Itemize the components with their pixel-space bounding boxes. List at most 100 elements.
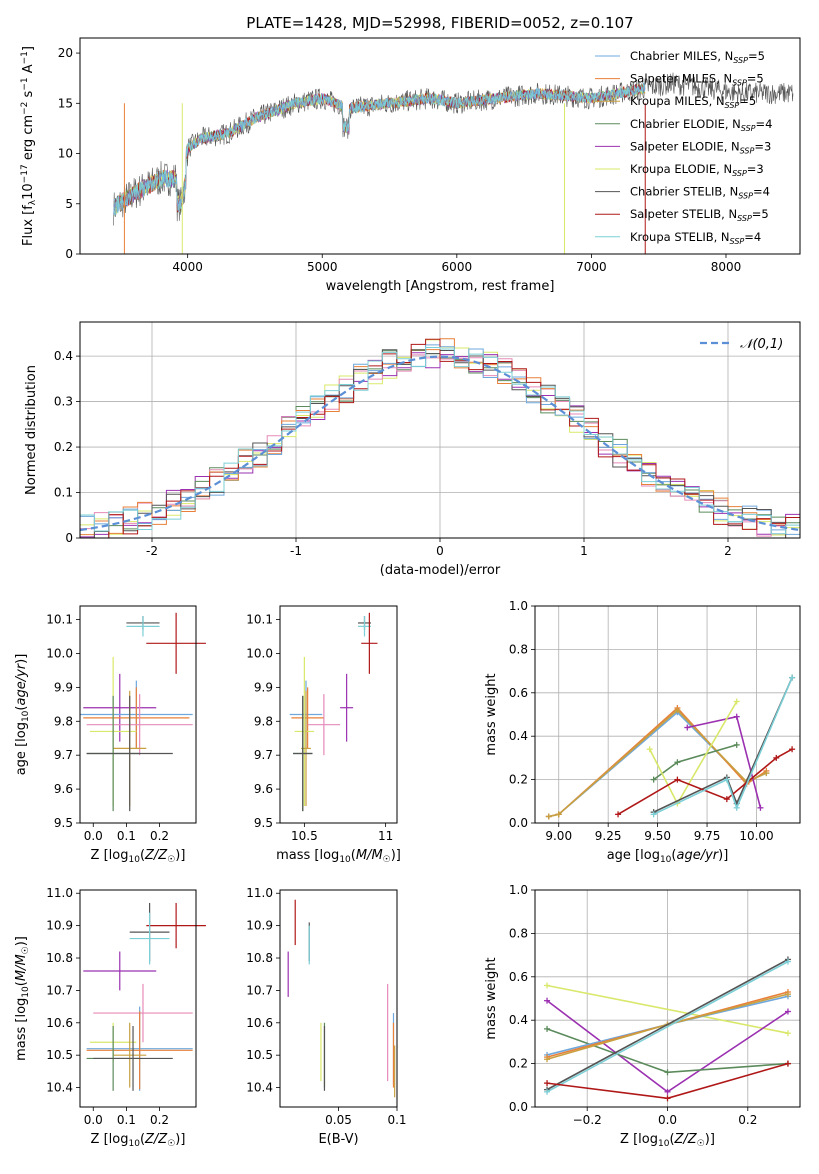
mass_vs_Z-frame bbox=[79, 889, 197, 1108]
y-tick-label: 9.6 bbox=[254, 782, 273, 796]
y-tick-label: 5 bbox=[65, 197, 73, 211]
age_vs_Z-xlabel: Z [log10(Z/Z☉)] bbox=[91, 848, 186, 865]
y-tick-label: 9.9 bbox=[54, 680, 73, 694]
massweight_vs_age-ylabel: mass weight bbox=[484, 673, 499, 755]
spectrum-line-chabrier_stelib bbox=[113, 72, 794, 226]
legend-label-salpeter_stelib: Salpeter STELIB, NSSP=5 bbox=[630, 207, 769, 223]
legend-label-kroupa_stelib: Kroupa STELIB, NSSP=4 bbox=[630, 230, 761, 246]
y-tick-label: 9.7 bbox=[54, 748, 73, 762]
x-tick-label: 0.2 bbox=[738, 1113, 757, 1127]
residual_hist-frame bbox=[79, 321, 801, 539]
spectrum-xlabel: wavelength [Angstrom, rest frame] bbox=[326, 279, 555, 294]
y-tick-label: 10.7 bbox=[246, 983, 273, 997]
y-tick-label: 0.0 bbox=[509, 1100, 528, 1114]
y-tick-label: 15 bbox=[58, 96, 73, 110]
legend-label-chabrier_elodie: Chabrier ELODIE, NSSP=4 bbox=[630, 117, 772, 133]
spectrum-legend: Chabrier MILES, NSSP=5 Salpeter MILES, NS… bbox=[595, 49, 772, 246]
y-tick-label: 10.5 bbox=[46, 1048, 73, 1062]
x-tick-label: 5000 bbox=[307, 260, 338, 274]
x-tick-label: 10.5 bbox=[291, 829, 318, 843]
x-tick-label: 0.0 bbox=[658, 1113, 677, 1127]
y-tick-label: 9.8 bbox=[54, 714, 73, 728]
y-tick-label: 10.4 bbox=[246, 1081, 273, 1095]
spectrum-line-kroupa_stelib bbox=[113, 83, 646, 215]
y-tick-label: 11.0 bbox=[246, 886, 273, 900]
x-tick-label: 0.1 bbox=[387, 1113, 406, 1127]
x-tick-label: 8000 bbox=[711, 260, 742, 274]
y-tick-label: 0.1 bbox=[54, 486, 73, 500]
spectrum-axes: 4000 5000 6000 7000 8000 0 5 10 15 20 bbox=[58, 46, 742, 274]
y-tick-label: 0.4 bbox=[54, 349, 73, 363]
mw-line-chabrier_stelib bbox=[546, 958, 789, 1091]
y-tick-label: 0.3 bbox=[54, 395, 73, 409]
residual_hist-ylabel: Normed distribution bbox=[24, 365, 39, 495]
y-tick-label: 0.6 bbox=[509, 686, 528, 700]
x-tick-label: 10.00 bbox=[739, 829, 773, 843]
x-tick-label: 7000 bbox=[576, 260, 607, 274]
massweight_vs_age-frame bbox=[534, 605, 801, 824]
mass_vs_Z-axes: 0.0 0.1 0.2 10.4 10.5 10.6 10.7 10.8 10.9 11.0 bbox=[46, 886, 169, 1127]
legend-label-kroupa_miles: Kroupa MILES, NSSP=5 bbox=[630, 94, 756, 110]
age_vs_mass-axes: 10.5 11 9.5 9.6 9.7 9.8 9.9 10.0 10.1 bbox=[246, 613, 393, 843]
y-tick-label: 10.6 bbox=[246, 1016, 273, 1030]
x-tick-label: 1 bbox=[580, 544, 588, 558]
y-tick-label: 0.4 bbox=[509, 1013, 528, 1027]
y-tick-label: 9.6 bbox=[54, 782, 73, 796]
y-tick-label: 9.5 bbox=[254, 816, 273, 830]
x-tick-label: 0.0 bbox=[84, 829, 103, 843]
x-tick-label: 11 bbox=[378, 829, 393, 843]
y-tick-label: 0.8 bbox=[509, 642, 528, 656]
x-tick-label: -1 bbox=[290, 544, 302, 558]
x-tick-label: 0.1 bbox=[117, 829, 136, 843]
y-tick-label: 1.0 bbox=[509, 883, 528, 897]
massweight_vs_Z-xlabel: Z [log10(Z/Z☉)] bbox=[620, 1132, 715, 1149]
residual_hist-xlabel: (data-model)/error bbox=[380, 563, 501, 578]
y-tick-label: 0.2 bbox=[509, 1057, 528, 1071]
x-tick-label: 9.75 bbox=[694, 829, 721, 843]
y-tick-label: 10.6 bbox=[46, 1016, 73, 1030]
mass_vs_ebv-xlabel: E(B-V) bbox=[318, 1132, 358, 1147]
age_vs_Z-frame bbox=[79, 605, 197, 824]
x-tick-label: -2 bbox=[146, 544, 158, 558]
y-tick-label: 10 bbox=[58, 147, 73, 161]
x-tick-label: 6000 bbox=[442, 260, 473, 274]
x-tick-label: 9.50 bbox=[644, 829, 671, 843]
y-tick-label: 0.8 bbox=[509, 926, 528, 940]
y-tick-label: 0 bbox=[65, 247, 73, 261]
legend-label-salpeter_elodie: Salpeter ELODIE, NSSP=3 bbox=[630, 139, 771, 155]
x-tick-label: 0.1 bbox=[117, 1113, 136, 1127]
spectrum-ylabel: Flux [fλ10−17 erg cm−2 s−1 A−1] bbox=[20, 46, 38, 246]
x-tick-label: 9.00 bbox=[545, 829, 572, 843]
x-tick-label: 0.2 bbox=[150, 1113, 169, 1127]
x-tick-label: 0.0 bbox=[84, 1113, 103, 1127]
massweight_vs_Z-frame bbox=[534, 889, 801, 1108]
y-tick-label: 0.2 bbox=[54, 440, 73, 454]
y-tick-label: 10.1 bbox=[246, 613, 273, 627]
hist-step-kroupa_stelib bbox=[80, 346, 800, 535]
y-tick-label: 9.9 bbox=[254, 680, 273, 694]
spectrum-frame bbox=[79, 37, 801, 255]
age_vs_Z-ylabel: age [log10(age/yr)] bbox=[14, 654, 31, 776]
y-tick-label: 10.8 bbox=[46, 951, 73, 965]
y-tick-label: 9.5 bbox=[54, 816, 73, 830]
y-tick-label: 0.2 bbox=[509, 773, 528, 787]
mass_vs_ebv-axes: 0.05 0.1 10.4 10.5 10.6 10.7 10.8 10.9 11.0 bbox=[246, 886, 406, 1127]
normal-curve bbox=[79, 355, 801, 532]
y-tick-label: 10.9 bbox=[246, 919, 273, 933]
x-tick-label: 0.2 bbox=[150, 829, 169, 843]
x-tick-label: −0.2 bbox=[573, 1113, 602, 1127]
mass_vs_Z-xlabel: Z [log10(Z/Z☉)] bbox=[91, 1132, 186, 1149]
y-tick-label: 20 bbox=[58, 46, 73, 60]
y-tick-label: 0 bbox=[65, 531, 73, 545]
y-tick-label: 10.5 bbox=[246, 1048, 273, 1062]
x-tick-label: 9.25 bbox=[595, 829, 622, 843]
mass_vs_ebv-frame bbox=[279, 889, 398, 1108]
y-tick-label: 1.0 bbox=[509, 599, 528, 613]
age_vs_mass-frame bbox=[279, 605, 398, 824]
y-tick-label: 10.7 bbox=[46, 983, 73, 997]
normal-legend-label: 𝒩(0,1) bbox=[740, 337, 783, 352]
figure-title: PLATE=1428, MJD=52998, FIBERID=0052, z=0… bbox=[246, 14, 633, 32]
massweight_vs_age-xlabel: age [log10(age/yr)] bbox=[607, 848, 729, 865]
